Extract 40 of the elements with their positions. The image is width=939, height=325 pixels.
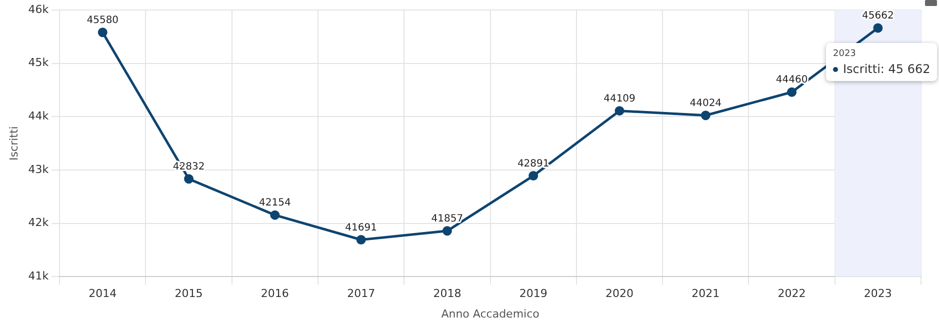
y-tick-label: 45k	[28, 56, 50, 70]
x-tick-label: 2017	[347, 287, 376, 300]
point	[614, 106, 624, 116]
x-tick-label: 2014	[88, 287, 117, 300]
y-axis-title: Iscritti	[7, 126, 20, 160]
point	[873, 23, 883, 33]
x-tick-label: 2020	[606, 287, 634, 300]
annotation: : 45 662	[880, 61, 930, 77]
annotation: 2023	[833, 49, 856, 59]
y-tick-label: 46k	[28, 2, 50, 16]
data-label: 42891	[517, 158, 550, 170]
y-tick-label: 42k	[28, 216, 50, 230]
y-tick-label: 43k	[28, 162, 50, 176]
x-tick-label: 2022	[778, 287, 806, 300]
x-axis-title: Anno Accademico	[441, 307, 540, 320]
data-label: 44024	[690, 98, 722, 109]
point	[184, 174, 194, 184]
point	[528, 171, 538, 181]
point	[442, 226, 452, 236]
x-tick-label: 2019	[519, 287, 548, 300]
data-label: 45662	[862, 10, 894, 22]
point	[700, 110, 710, 120]
data-label: 44109	[604, 93, 636, 104]
legend-label: Iscritti	[843, 61, 880, 77]
data-label: 44460	[776, 74, 808, 86]
x-tick-label: 2015	[174, 287, 203, 300]
x-tick-label: 2023	[864, 287, 892, 300]
point	[356, 235, 366, 245]
point	[787, 87, 797, 97]
data-label: 41857	[431, 214, 464, 224]
x-tick-label: 2021	[692, 287, 720, 300]
data-label: 45580	[86, 14, 119, 26]
x-tick-label: 2018	[433, 287, 462, 300]
x-tick-label: 2016	[260, 287, 289, 300]
data-label: 41691	[345, 222, 377, 234]
y-tick-label: 41k	[28, 269, 50, 282]
point	[270, 210, 280, 220]
data-label: 42154	[259, 198, 291, 209]
y-tick-label: 44k	[28, 110, 50, 122]
point	[98, 28, 108, 38]
